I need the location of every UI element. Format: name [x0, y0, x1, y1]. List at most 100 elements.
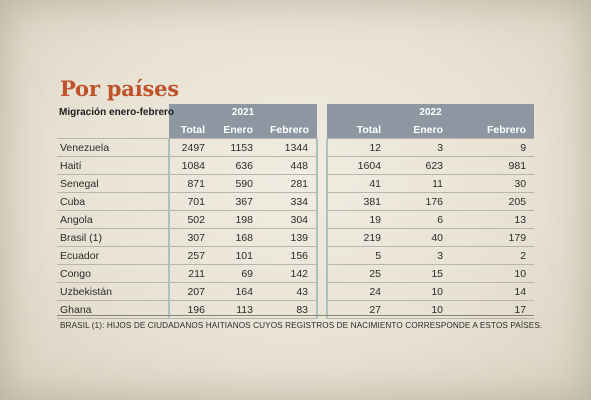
subheader-febrero-2022: Febrero [451, 121, 535, 139]
value-cell: 211 [169, 264, 213, 283]
value-cell: 10 [389, 282, 452, 301]
page-title: Por países [60, 76, 179, 101]
value-cell: 448 [261, 156, 319, 175]
value-cell: 10 [389, 300, 452, 319]
country-cell: Congo [57, 264, 170, 283]
value-cell: 381 [326, 192, 390, 211]
table-row: Haití 1084 636 448 1604 623 981 [57, 156, 535, 175]
column-gap [317, 283, 327, 301]
value-cell: 69 [213, 264, 261, 283]
value-cell: 6 [389, 210, 452, 229]
value-cell: 198 [213, 210, 261, 229]
value-cell: 334 [261, 192, 319, 211]
value-cell: 176 [389, 192, 452, 211]
table-row: Cuba 701 367 334 381 176 205 [57, 192, 535, 211]
table-row: Venezuela 2497 1153 1344 12 3 9 [57, 138, 535, 157]
value-cell: 1604 [326, 156, 390, 175]
subheader-row: Total Enero Febrero Total Enero Febrero [57, 121, 535, 139]
column-gap [317, 193, 327, 211]
column-gap [317, 265, 327, 283]
value-cell: 3 [389, 138, 452, 157]
subheader-spacer [57, 121, 169, 139]
value-cell: 701 [169, 192, 213, 211]
column-gap [317, 229, 327, 247]
value-cell: 13 [451, 210, 535, 229]
value-cell: 205 [451, 192, 535, 211]
table-row: Congo 211 69 142 25 15 10 [57, 264, 535, 283]
country-cell: Ecuador [57, 246, 170, 265]
value-cell: 502 [169, 210, 213, 229]
value-cell: 17 [451, 300, 535, 319]
subheader-enero-2021: Enero [213, 121, 261, 139]
column-gap [317, 104, 327, 121]
value-cell: 27 [326, 300, 390, 319]
value-cell: 25 [326, 264, 390, 283]
year-2022-header: 2022 [327, 104, 535, 121]
value-cell: 1344 [261, 138, 319, 157]
table-caption: Migración enero-febrero [59, 107, 175, 118]
value-cell: 9 [451, 138, 535, 157]
table-row: Ghana 196 113 83 27 10 17 [57, 300, 535, 319]
value-cell: 11 [389, 174, 452, 193]
value-cell: 24 [326, 282, 390, 301]
value-cell: 3 [389, 246, 452, 265]
country-cell: Haití [57, 156, 170, 175]
value-cell: 2497 [169, 138, 213, 157]
table-row: Senegal 871 590 281 41 11 30 [57, 174, 535, 193]
value-cell: 101 [213, 246, 261, 265]
country-cell: Ghana [57, 300, 170, 319]
value-cell: 2 [451, 246, 535, 265]
value-cell: 41 [326, 174, 390, 193]
value-cell: 871 [169, 174, 213, 193]
subheader-total-2022: Total [327, 121, 390, 139]
migration-table: Migración enero-febrero 2021 2022 Total … [57, 104, 535, 319]
value-cell: 168 [213, 228, 261, 247]
value-cell: 307 [169, 228, 213, 247]
column-gap [317, 175, 327, 193]
column-gap [317, 157, 327, 175]
value-cell: 19 [326, 210, 390, 229]
table-body: Venezuela 2497 1153 1344 12 3 9 Haití 10… [57, 138, 535, 319]
value-cell: 304 [261, 210, 319, 229]
value-cell: 5 [326, 246, 390, 265]
footnote: BRASIL (1): HIJOS DE CIUDADANOS HAITIANO… [60, 321, 543, 330]
column-gap [317, 247, 327, 265]
value-cell: 43 [261, 282, 319, 301]
country-cell: Cuba [57, 192, 170, 211]
column-gap [317, 121, 327, 139]
subheader-total-2021: Total [169, 121, 213, 139]
value-cell: 623 [389, 156, 452, 175]
column-gap [317, 211, 327, 229]
value-cell: 179 [451, 228, 535, 247]
value-cell: 15 [389, 264, 452, 283]
year-header-row: Migración enero-febrero 2021 2022 [57, 104, 535, 121]
value-cell: 40 [389, 228, 452, 247]
value-cell: 590 [213, 174, 261, 193]
subheader-febrero-2021: Febrero [261, 121, 318, 139]
value-cell: 10 [451, 264, 535, 283]
value-cell: 1153 [213, 138, 261, 157]
value-cell: 1084 [169, 156, 213, 175]
value-cell: 164 [213, 282, 261, 301]
country-cell: Venezuela [57, 138, 170, 157]
value-cell: 981 [451, 156, 535, 175]
value-cell: 196 [169, 300, 213, 319]
value-cell: 113 [213, 300, 261, 319]
country-cell: Uzbekistán [57, 282, 170, 301]
country-cell: Senegal [57, 174, 170, 193]
country-cell: Brasil (1) [57, 228, 170, 247]
value-cell: 30 [451, 174, 535, 193]
value-cell: 156 [261, 246, 319, 265]
value-cell: 12 [326, 138, 390, 157]
value-cell: 257 [169, 246, 213, 265]
table-row: Ecuador 257 101 156 5 3 2 [57, 246, 535, 265]
table-row: Brasil (1) 307 168 139 219 40 179 [57, 228, 535, 247]
year-2021-header: 2021 [169, 104, 318, 121]
column-gap [317, 139, 327, 157]
country-cell: Angola [57, 210, 170, 229]
subheader-enero-2022: Enero [389, 121, 452, 139]
value-cell: 636 [213, 156, 261, 175]
table-bottom-rule [57, 315, 534, 316]
value-cell: 367 [213, 192, 261, 211]
